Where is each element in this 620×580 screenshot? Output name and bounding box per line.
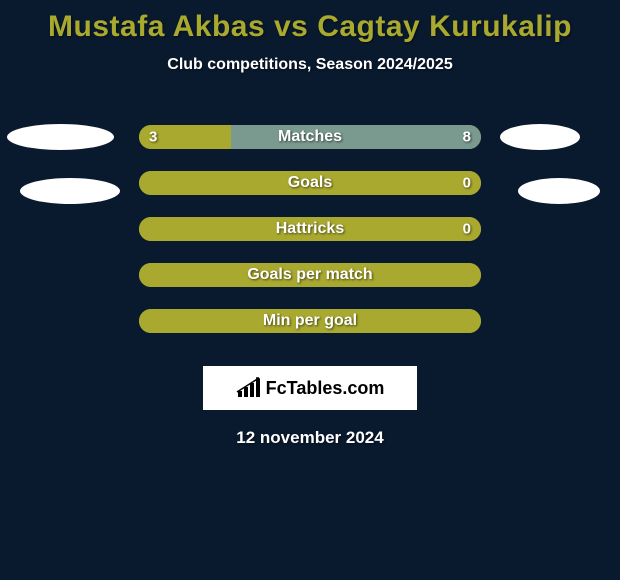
stat-bar-left (139, 171, 481, 195)
stat-bar-left (139, 309, 481, 333)
logo-rest: Tables.com (287, 378, 385, 398)
subtitle: Club competitions, Season 2024/2025 (0, 56, 620, 74)
stat-bar: Goals per match (139, 263, 481, 287)
stat-bar-right (231, 125, 481, 149)
title: Mustafa Akbas vs Cagtay Kurukalip (0, 0, 620, 44)
stat-bar: Hattricks0 (139, 217, 481, 241)
bar-chart-icon (236, 377, 262, 399)
logo-box: FcTables.com (203, 366, 417, 410)
infographic-root: Mustafa Akbas vs Cagtay Kurukalip Club c… (0, 0, 620, 580)
date: 12 november 2024 (0, 428, 620, 448)
bars-container: Matches38 Goals0 Hattricks0 Goals per match… (0, 114, 620, 344)
logo-bold: Fc (266, 378, 287, 398)
stat-bar: Matches38 (139, 125, 481, 149)
stat-bar-left (139, 263, 481, 287)
stat-row: Hattricks0 (0, 206, 620, 252)
stat-row: Min per goal (0, 298, 620, 344)
stat-bar: Min per goal (139, 309, 481, 333)
stat-bar-left (139, 217, 481, 241)
logo: FcTables.com (236, 377, 385, 399)
stat-row: Matches38 (0, 114, 620, 160)
stat-row: Goals per match (0, 252, 620, 298)
stat-bar: Goals0 (139, 171, 481, 195)
stat-row: Goals0 (0, 160, 620, 206)
stat-bar-left (139, 125, 231, 149)
logo-text: FcTables.com (266, 378, 385, 399)
